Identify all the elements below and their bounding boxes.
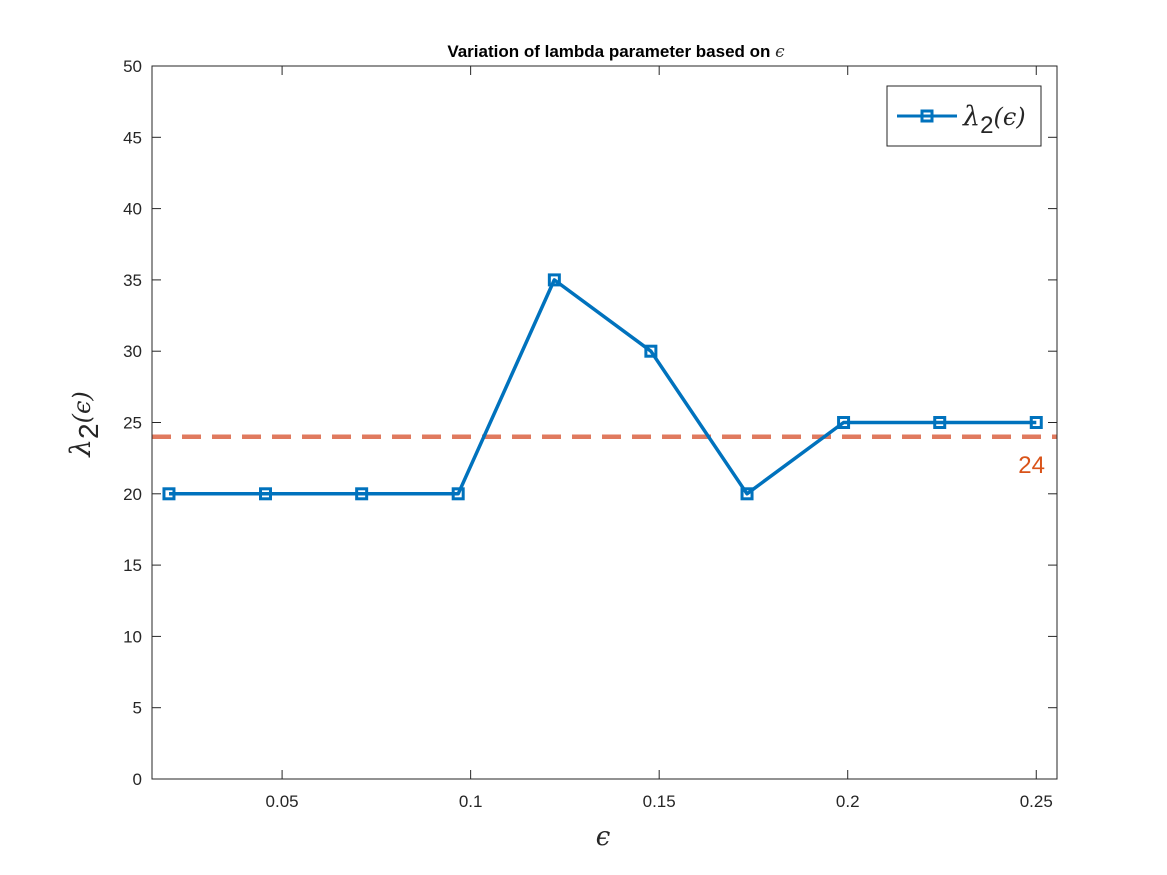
chart-title: Variation of lambda parameter based on ϵ: [447, 42, 785, 62]
y-axis-ticks: 0 5 10 15 20 25 30 35 40 45 50: [123, 57, 1057, 789]
y-tick-label: 45: [123, 128, 142, 147]
x-axis-ticks: 0.05 0.1 0.15 0.2 0.25: [266, 66, 1053, 811]
x-tick-label: 0.15: [643, 792, 676, 811]
y-axis-label-base: λ: [64, 439, 97, 458]
x-tick-label: 0.05: [266, 792, 299, 811]
reference-line-label: 24: [1018, 452, 1045, 479]
y-tick-label: 30: [123, 342, 142, 361]
y-axis-label-arg: (ϵ): [68, 391, 96, 423]
y-axis-label: λ2(ϵ): [64, 391, 104, 458]
y-tick-label: 15: [123, 556, 142, 575]
legend[interactable]: λ2(ϵ): [886, 85, 1042, 147]
legend-entry-sub: 2: [980, 112, 993, 139]
y-tick-label: 35: [123, 271, 142, 290]
data-point: [837, 416, 851, 429]
chart-title-text: Variation of lambda parameter based on: [447, 42, 775, 61]
data-point: [740, 487, 754, 501]
series-line: [169, 278, 1037, 496]
data-point: [259, 487, 273, 501]
data-point: [162, 487, 176, 501]
data-point: [1029, 416, 1043, 429]
legend-marker-sample: [920, 109, 934, 123]
data-point: [933, 416, 947, 429]
x-tick-label: 0.25: [1020, 792, 1053, 811]
y-tick-label: 25: [123, 414, 142, 433]
series-group: [162, 273, 1043, 501]
chart-title-symbol: ϵ: [775, 42, 785, 62]
x-tick-label: 0.2: [836, 792, 860, 811]
x-axis-label: ϵ: [596, 822, 611, 852]
y-tick-label: 0: [133, 770, 142, 789]
legend-entry-label: λ2(ϵ): [962, 101, 1026, 139]
data-point: [547, 273, 561, 287]
data-point: [644, 344, 658, 358]
x-tick-label: 0.1: [459, 792, 483, 811]
y-tick-label: 10: [123, 627, 142, 646]
y-tick-label: 50: [123, 57, 142, 76]
data-point: [451, 487, 465, 501]
y-tick-label: 40: [123, 200, 142, 219]
legend-entry-arg: (ϵ): [993, 103, 1025, 131]
data-point: [355, 487, 369, 501]
axes-box: [151, 65, 1058, 780]
y-tick-label: 5: [133, 699, 142, 718]
legend-entry-base: λ: [962, 101, 980, 132]
y-tick-label: 20: [123, 485, 142, 504]
y-axis-label-sub: 2: [73, 423, 104, 439]
